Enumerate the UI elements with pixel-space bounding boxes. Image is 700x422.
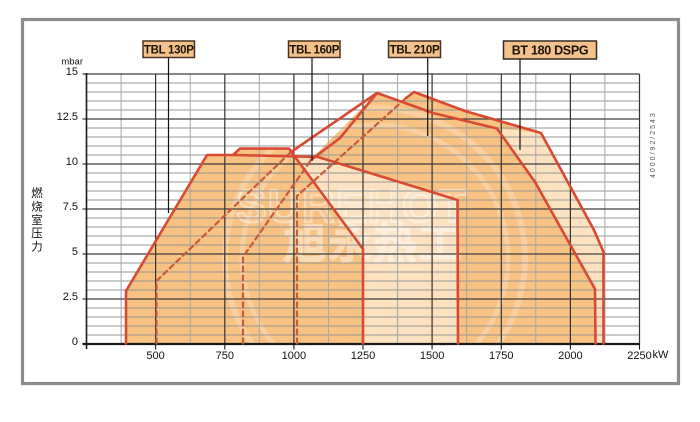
svg-text:TBL 210P: TBL 210P bbox=[390, 44, 440, 56]
svg-text:1750: 1750 bbox=[489, 350, 513, 362]
svg-text:压: 压 bbox=[31, 227, 43, 240]
svg-text:mbar: mbar bbox=[61, 57, 83, 68]
svg-text:TBL 130P: TBL 130P bbox=[144, 44, 194, 56]
svg-text:7.5: 7.5 bbox=[63, 201, 78, 213]
svg-text:10: 10 bbox=[66, 156, 78, 168]
svg-text:12.5: 12.5 bbox=[57, 111, 78, 123]
svg-text:1500: 1500 bbox=[420, 350, 444, 362]
svg-text:750: 750 bbox=[216, 350, 234, 362]
svg-text:力: 力 bbox=[31, 241, 43, 254]
svg-text:2000: 2000 bbox=[558, 350, 582, 362]
svg-text:SUREHOT: SUREHOT bbox=[236, 180, 468, 232]
svg-text:燃: 燃 bbox=[31, 186, 43, 200]
svg-text:0: 0 bbox=[72, 336, 78, 348]
svg-text:1000: 1000 bbox=[282, 350, 306, 362]
svg-text:TBL 160P: TBL 160P bbox=[289, 44, 339, 56]
svg-text:5: 5 bbox=[72, 246, 78, 258]
svg-text:室: 室 bbox=[31, 213, 43, 227]
svg-text:2250: 2250 bbox=[627, 350, 651, 362]
svg-text:500: 500 bbox=[146, 350, 164, 362]
svg-text:15: 15 bbox=[66, 66, 78, 78]
svg-text:1250: 1250 bbox=[351, 350, 375, 362]
svg-text:4000/92/2543: 4000/92/2543 bbox=[650, 111, 657, 178]
svg-text:kW: kW bbox=[653, 349, 670, 361]
svg-text:BT 180 DSPG: BT 180 DSPG bbox=[512, 44, 589, 58]
svg-text:2.5: 2.5 bbox=[63, 291, 78, 303]
svg-text:烧: 烧 bbox=[31, 200, 43, 213]
